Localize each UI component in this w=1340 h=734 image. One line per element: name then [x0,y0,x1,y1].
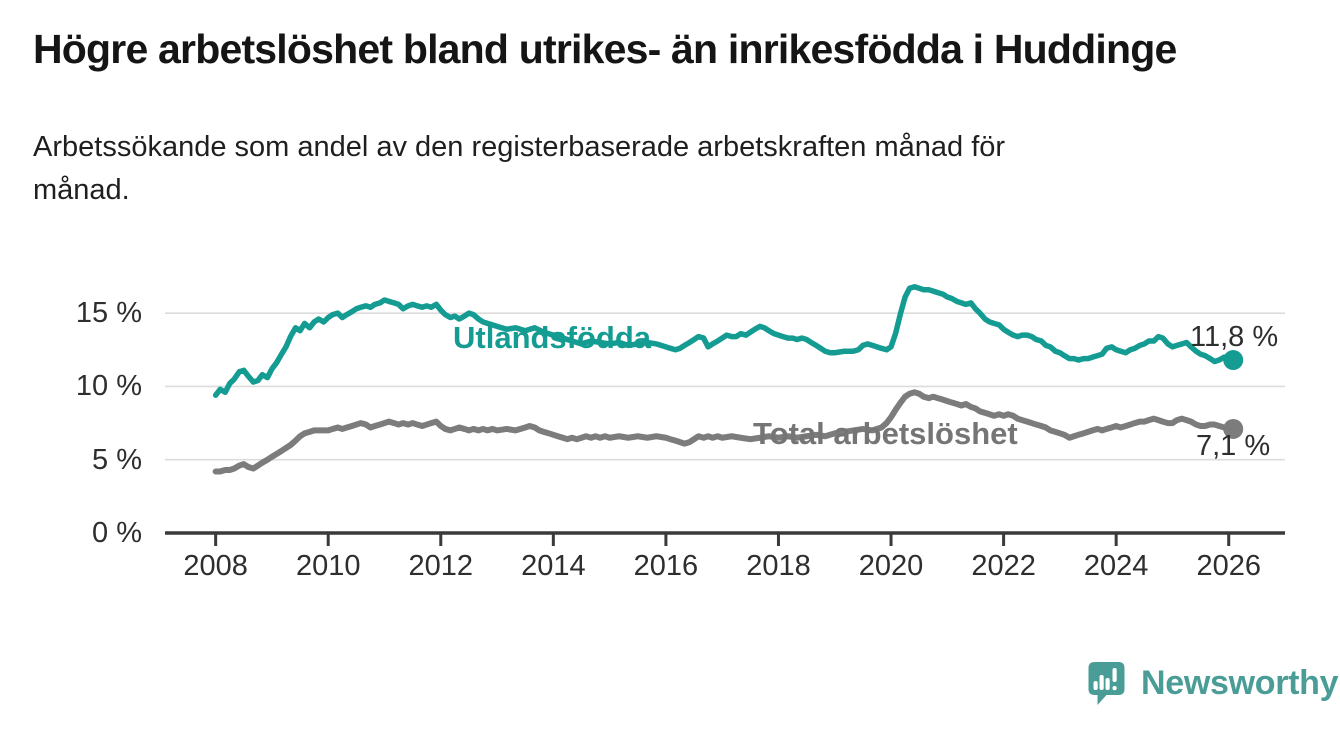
series-line-0 [212,284,1236,398]
page-title: Högre arbetslöshet bland utrikes- än inr… [33,26,1177,72]
newsworthy-logo: Newsworthy [1084,659,1339,707]
series-label-utlandsfodda: Utlandsfödda [453,320,652,355]
x-axis-tick-label: 2012 [408,550,474,582]
y-axis-tick-label: 5 % [92,443,142,476]
y-axis-tick-label: 0 % [92,517,142,549]
x-axis-tick-label: 2020 [858,550,924,582]
x-axis-tick-label: 2014 [521,550,586,582]
y-axis-tick-label: 10 % [75,370,142,403]
series-line-1 [212,389,1237,475]
x-axis-tick-label: 2024 [1083,550,1149,582]
x-axis-tick-label: 2026 [1196,550,1261,582]
newsworthy-logo-icon [1088,662,1125,705]
x-axis-tick-label: 2022 [971,550,1036,582]
x-axis-tick-label: 2008 [183,550,248,582]
x-axis-tick-label: 2010 [295,550,361,582]
x-axis-tick-label: 2016 [633,550,699,582]
y-axis-tick-label: 15 % [75,297,142,330]
newsworthy-brand-text: Newsworthy [1141,663,1339,702]
end-value-label-total: 7,1 % [1196,430,1271,462]
page-subtitle: Arbetssökande som andel av den registerb… [33,131,1006,206]
series-end-dot-0 [1223,350,1244,371]
series-end-dot-1 [1223,418,1244,439]
series-label-total-arbetsloshet: Total arbetslöshet [753,416,1018,451]
x-axis-tick-label: 2018 [746,550,811,582]
end-value-label-utlandsfodda: 11,8 % [1190,321,1279,353]
